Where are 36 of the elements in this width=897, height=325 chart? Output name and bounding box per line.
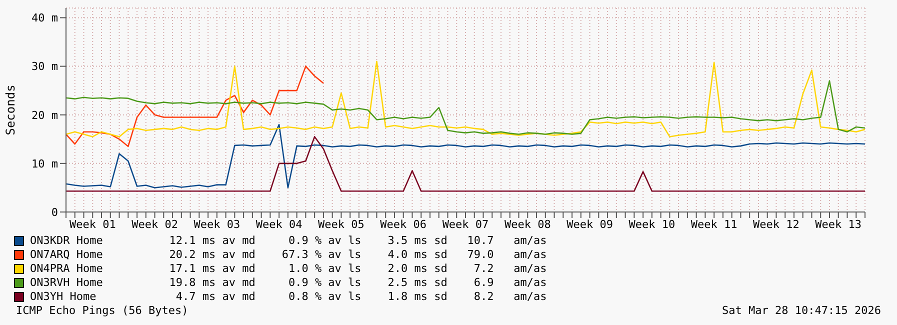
legend-label: ON3RVH Home	[30, 276, 104, 290]
text: ICMP Echo Pings (56 Bytes)	[16, 304, 188, 317]
line-series	[66, 124, 865, 188]
legend-label: ON3KDR Home	[30, 234, 104, 248]
x-tick-label: Week 08	[504, 218, 551, 231]
y-tick-label: 20 m	[32, 108, 58, 122]
line-series	[66, 136, 865, 192]
x-tick-label: Week 12	[753, 218, 800, 231]
y-tick-label: 30 m	[32, 60, 58, 74]
x-tick-label: Week 02	[132, 218, 178, 231]
legend-label: ON7ARQ Home	[30, 248, 104, 262]
y-tick-label: 40 m	[32, 12, 58, 25]
x-tick-label: Week 10	[628, 218, 676, 231]
x-tick-label: Week 13	[815, 218, 862, 231]
x-tick-label: Week 05	[318, 218, 364, 231]
text: 19.8 ms av md 0.9 % av ls 2.5 ms sd 6.9 am/as	[168, 276, 547, 290]
x-tick-label: Week 11	[690, 218, 738, 231]
text: 20.2 ms av md 67.3 % av ls 4.0 ms sd 79.0 am/as	[168, 248, 547, 262]
text: 4.7 ms av md 0.8 % av ls 1.8 ms sd 8.2 am/as	[174, 290, 547, 304]
legend-label: ON4PRA Home	[30, 262, 104, 276]
x-tick-label: Week 09	[566, 218, 613, 231]
x-tick-label: Week 06	[380, 218, 427, 231]
x-tick-label: Week 01	[69, 218, 116, 231]
y-axis-title: Seconds	[3, 84, 18, 136]
y-tick-label: 10 m	[32, 157, 58, 170]
line-series	[66, 80, 865, 135]
x-tick-label: Week 04	[256, 218, 303, 231]
x-tick-label: Week 03	[194, 218, 240, 231]
x-tick-label: Week 07	[442, 218, 489, 231]
line-series	[66, 60, 865, 138]
y-tick-label: 0	[51, 206, 58, 219]
text: 12.1 ms av md 0.9 % av ls 3.5 ms sd 10.7 am/as	[168, 234, 547, 248]
line-series	[66, 66, 324, 148]
text: 17.1 ms av md 1.0 % av ls 2.0 ms sd 7.2 am/as	[168, 262, 547, 276]
legend-label: ON3YH Home	[30, 290, 98, 304]
text: Sat Mar 28 10:47:15 2026	[722, 304, 881, 317]
